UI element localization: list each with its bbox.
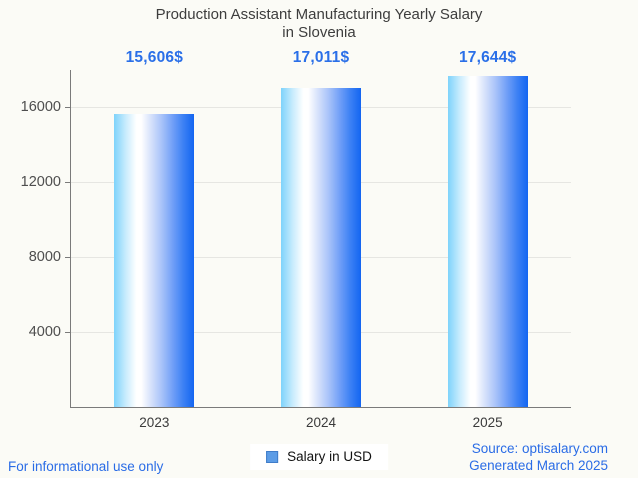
bar-value-label-2024: 17,011$ [292, 49, 350, 66]
y-tick-mark-4000 [65, 331, 71, 333]
footer-source-block: Source: optisalary.com Generated March 2… [469, 440, 608, 474]
y-tick-mark-8000 [65, 256, 71, 258]
y-tick-label-8000: 8000 [28, 248, 61, 265]
plot-area: 4000 8000 12000 16000 15,606$ 2023 17,011$ 2024… [21, 49, 571, 430]
y-tick-label-16000: 16000 [20, 98, 61, 115]
legend-label: Salary in USD [287, 449, 372, 464]
bar-2023[interactable] [114, 114, 195, 407]
bar-value-label-2025: 17,644$ [458, 49, 517, 66]
generated-date: Generated March 2025 [469, 458, 608, 473]
x-tick-label-2024: 2024 [305, 415, 337, 430]
bar-2025[interactable] [447, 76, 528, 407]
bar-2024[interactable] [281, 88, 361, 407]
y-tick-label-12000: 12000 [20, 173, 61, 190]
chart-title: Production Assistant Manufacturing Yearl… [0, 6, 638, 42]
disclaimer-text: For informational use only [8, 459, 164, 474]
chart-title-line1: Production Assistant Manufacturing Yearl… [155, 6, 483, 23]
bar-value-label-2023: 15,606$ [125, 49, 184, 66]
legend-marker-icon [266, 450, 279, 463]
y-tick-mark-16000 [65, 106, 71, 108]
chart-title-line2: in Slovenia [282, 24, 356, 41]
x-tick-label-2025: 2025 [472, 415, 503, 430]
y-tick-mark-12000 [65, 181, 71, 183]
x-tick-label-2023: 2023 [139, 415, 170, 430]
y-tick-label-4000: 4000 [28, 323, 61, 340]
legend[interactable]: Salary in USD [250, 444, 388, 470]
source-link[interactable]: Source: optisalary.com [471, 441, 608, 456]
